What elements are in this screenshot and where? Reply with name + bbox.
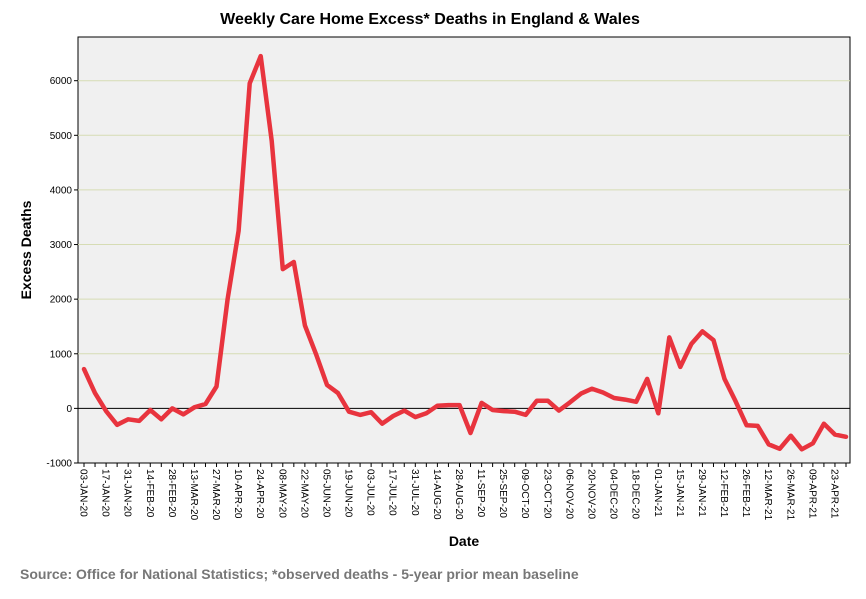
x-tick-label: 23-OCT-20 bbox=[541, 469, 552, 519]
x-tick-label: 18-DEC-20 bbox=[630, 469, 641, 519]
x-tick-label: 31-JAN-20 bbox=[122, 469, 133, 517]
x-tick-label: 14-AUG-20 bbox=[431, 469, 442, 520]
x-tick-label: 03-JUL-20 bbox=[365, 469, 376, 516]
x-tick-label: 13-MAR-20 bbox=[188, 469, 199, 521]
series-layer bbox=[81, 53, 849, 452]
y-tick-label: 3000 bbox=[50, 240, 73, 251]
plot-area bbox=[77, 36, 851, 464]
y-tick-label: -1000 bbox=[46, 459, 72, 470]
x-tick-label: 19-JUN-20 bbox=[343, 469, 354, 518]
x-axis-label: Date bbox=[448, 533, 480, 549]
x-tick-label: 04-DEC-20 bbox=[608, 469, 619, 519]
y-tick-label: 4000 bbox=[50, 185, 73, 196]
x-tick-label: 23-APR-21 bbox=[828, 469, 839, 519]
x-tick-label: 10-APR-20 bbox=[232, 469, 243, 519]
x-tick-label: 26-FEB-21 bbox=[740, 469, 751, 518]
x-tick-label: 11-SEP-20 bbox=[475, 469, 486, 518]
source-note: Source: Office for National Statistics; … bbox=[20, 566, 579, 582]
series-line bbox=[81, 53, 849, 452]
x-tick-label: 09-APR-21 bbox=[806, 469, 817, 519]
x-tick-label: 08-MAY-20 bbox=[276, 469, 287, 518]
x-tick-label: 12-FEB-21 bbox=[718, 469, 729, 518]
y-tick-label: 2000 bbox=[50, 295, 73, 306]
y-tick-label: 0 bbox=[66, 404, 72, 415]
x-tick-label: 15-JAN-21 bbox=[674, 469, 685, 517]
x-tick-label: 25-SEP-20 bbox=[497, 469, 508, 518]
x-tick-label: 14-FEB-20 bbox=[144, 469, 155, 518]
y-tick-label: 1000 bbox=[50, 349, 73, 360]
x-tick-label: 31-JUL-20 bbox=[409, 469, 420, 516]
x-tick-label: 24-APR-20 bbox=[254, 469, 265, 519]
x-tick-label: 03-JAN-20 bbox=[78, 469, 89, 517]
x-tick-label: 22-MAY-20 bbox=[298, 469, 309, 518]
x-tick-label: 29-JAN-21 bbox=[696, 469, 707, 517]
x-tick-label: 28-FEB-20 bbox=[166, 469, 177, 518]
x-tick-label: 05-JUN-20 bbox=[320, 469, 331, 518]
x-tick-label: 12-MAR-21 bbox=[762, 469, 773, 521]
axes: -1000 0 1000 2000 3000 4000 5000 6000 03-JAN-20 1… bbox=[46, 76, 847, 521]
y-tick-label: 5000 bbox=[50, 131, 73, 142]
x-tick-label: 27-MAR-20 bbox=[210, 469, 221, 521]
x-tick-label: 06-NOV-20 bbox=[563, 469, 574, 519]
x-tick-label: 09-OCT-20 bbox=[519, 469, 530, 519]
x-tick-label: 17-JAN-20 bbox=[100, 469, 111, 517]
x-tick-label: 01-JAN-21 bbox=[652, 469, 663, 517]
line-chart: -1000 0 1000 2000 3000 4000 5000 6000 03-JAN-20 1… bbox=[46, 36, 851, 521]
y-tick-label: 6000 bbox=[50, 76, 73, 87]
gridlines bbox=[78, 80, 850, 409]
x-tick-label: 17-JUL-20 bbox=[387, 469, 398, 516]
chart-title: Weekly Care Home Excess* Deaths in Engla… bbox=[220, 11, 640, 28]
x-tick-label: 20-NOV-20 bbox=[586, 469, 597, 519]
x-tick-label: 26-MAR-21 bbox=[784, 469, 795, 521]
x-tick-label: 28-AUG-20 bbox=[453, 469, 464, 520]
